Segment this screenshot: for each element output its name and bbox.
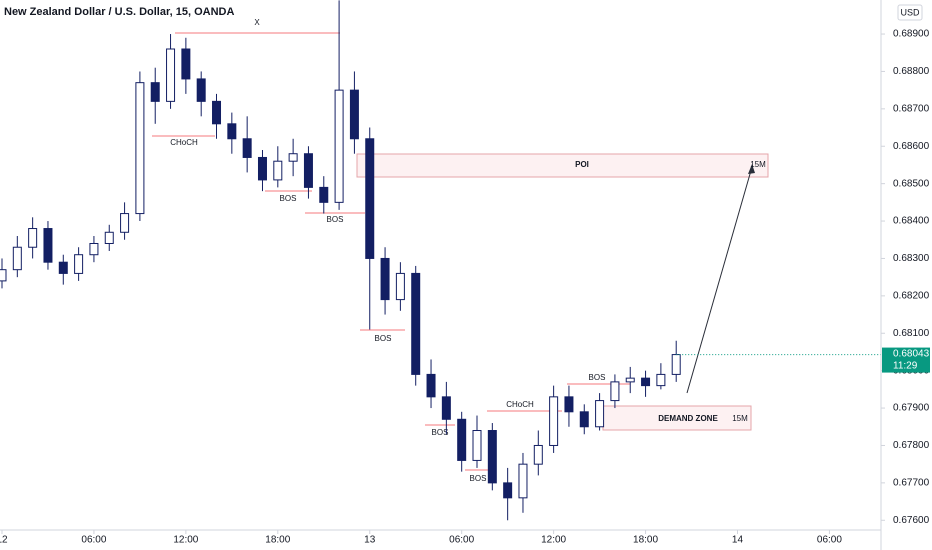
x-tick-label: 12:00 <box>541 535 566 546</box>
annotation: BOS <box>280 194 297 203</box>
candle-body <box>349 89 359 140</box>
candle-body <box>472 430 482 461</box>
y-tick-label: 0.68900 <box>893 29 930 40</box>
candle-body <box>579 411 589 428</box>
annotation: CHoCH <box>170 138 198 147</box>
candle-body <box>150 82 160 102</box>
candle-body <box>74 254 84 274</box>
candle-body <box>212 100 222 125</box>
y-tick-label: 0.67900 <box>893 403 930 414</box>
countdown: 11:29 <box>893 361 918 372</box>
x-tick-label: 06:00 <box>81 535 106 546</box>
candle-body <box>595 400 605 428</box>
candle-body <box>334 89 344 203</box>
annotation: POI <box>575 160 589 169</box>
candle-body <box>610 381 620 402</box>
y-tick-label: 0.68800 <box>893 66 930 77</box>
y-tick-label: 0.67600 <box>893 515 930 526</box>
candle-body <box>426 373 436 398</box>
candle-body <box>411 272 421 375</box>
candle-body <box>257 156 267 181</box>
annotation: BOS <box>589 373 606 382</box>
candle-body <box>120 213 130 233</box>
candle-body <box>196 78 206 102</box>
candle-body <box>549 396 559 446</box>
last-price: 0.68043 <box>893 349 930 360</box>
annotation: CHoCH <box>506 400 534 409</box>
x-tick-label: 13 <box>364 535 376 546</box>
candle-body <box>303 153 313 188</box>
chart-title: New Zealand Dollar / U.S. Dollar, 15, OA… <box>4 6 235 18</box>
y-tick-label: 0.68700 <box>893 103 930 114</box>
projection-arrow <box>686 166 753 394</box>
candle-body <box>104 231 114 244</box>
currency-box <box>897 4 923 21</box>
candle-body <box>380 257 390 301</box>
annotation: BOS <box>375 334 392 343</box>
y-tick-label: 0.67800 <box>893 440 930 451</box>
x-tick-label: 18:00 <box>633 535 658 546</box>
x-tick-label: 12 <box>0 535 8 546</box>
candle-body <box>58 261 68 274</box>
candle-body <box>518 463 528 499</box>
annotation: 15M <box>732 414 748 423</box>
x-tick-label: 06:00 <box>449 535 474 546</box>
y-tick-label: 0.68100 <box>893 328 930 339</box>
annotation: BOS <box>327 215 344 224</box>
candles <box>0 0 881 521</box>
x-tick-label: 18:00 <box>265 535 290 546</box>
currency: USD <box>900 7 920 17</box>
candle-body <box>365 138 375 259</box>
candle-body <box>89 242 99 256</box>
candle-body <box>503 482 513 499</box>
candle-body <box>166 48 176 102</box>
candle-body <box>181 48 191 80</box>
y-tick-label: 0.68600 <box>893 141 930 152</box>
annotation: X <box>254 18 260 27</box>
annotation: DEMAND ZONE <box>658 414 718 423</box>
y-tick-label: 0.68400 <box>893 216 930 227</box>
candle-body <box>43 228 53 263</box>
poi-zone <box>356 153 769 178</box>
candle-body <box>242 138 252 158</box>
annotation: BOS <box>432 428 449 437</box>
candle-body <box>441 396 451 420</box>
candle-body <box>533 444 543 465</box>
candle-body <box>12 246 22 271</box>
candle-body <box>564 396 574 413</box>
candle-body <box>273 160 283 181</box>
arrow-head <box>748 164 755 174</box>
candle-body <box>641 377 651 387</box>
candle-body <box>0 269 7 282</box>
candle-body <box>227 123 237 140</box>
candle-body <box>288 153 298 162</box>
y-tick-label: 0.68300 <box>893 253 930 264</box>
annotation: BOS <box>470 474 487 483</box>
x-tick-label: 12:00 <box>173 535 198 546</box>
x-tick-label: 14 <box>732 535 744 546</box>
candle-body <box>319 186 329 203</box>
demand-zone <box>602 405 752 431</box>
candle-body <box>625 377 635 383</box>
candle-body <box>487 430 497 484</box>
candle-body <box>457 418 467 461</box>
annotation: 15M <box>750 160 766 169</box>
y-tick-label: 0.68200 <box>893 290 930 301</box>
candle-body <box>671 354 681 375</box>
y-tick-label: 0.67700 <box>893 478 930 489</box>
x-tick-label: 06:00 <box>817 535 842 546</box>
candle-body <box>28 228 38 248</box>
candle-body <box>135 82 145 215</box>
last-price-tag <box>882 347 930 373</box>
candle-body <box>395 272 405 301</box>
candle-body <box>656 373 666 387</box>
y-tick-label: 0.68500 <box>893 178 930 189</box>
